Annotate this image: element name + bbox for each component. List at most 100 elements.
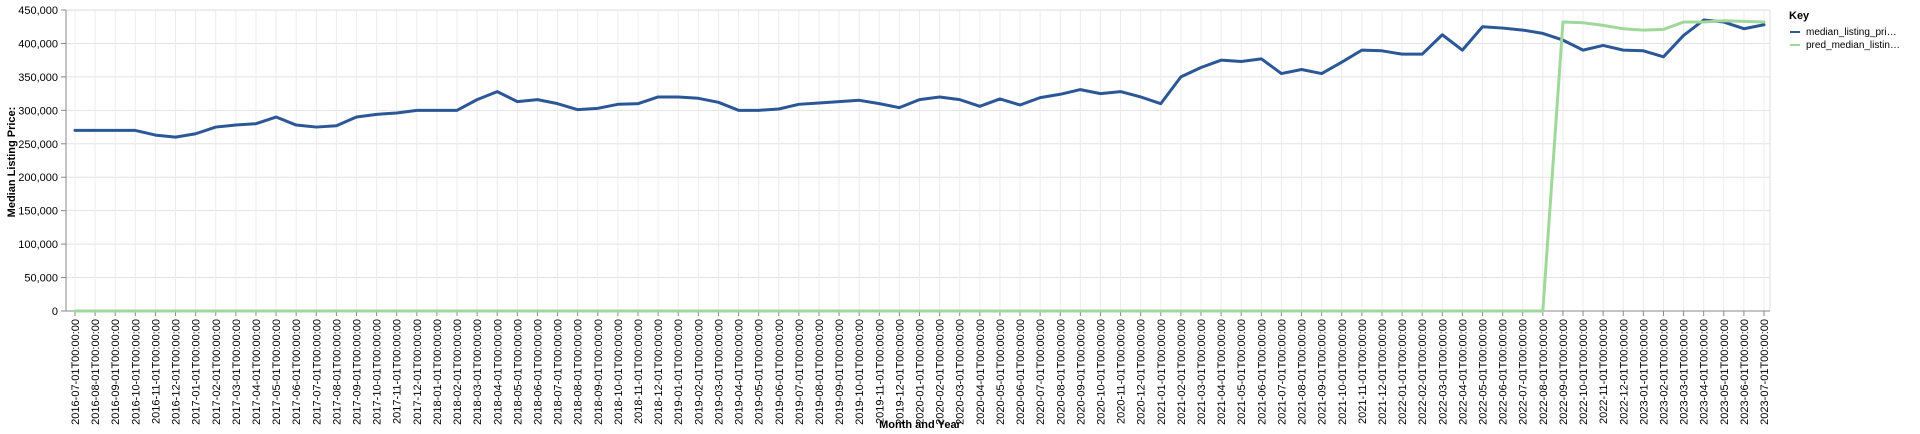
y-tick-label: 150,000 <box>18 206 58 218</box>
x-tick-label: 2022-04-01T00:00:00 <box>1457 319 1469 425</box>
x-tick-label: 2020-06-01T00:00:00 <box>1015 319 1027 425</box>
x-tick-label: 2020-12-01T00:00:00 <box>1136 319 1148 425</box>
x-tick-label: 2017-05-01T00:00:00 <box>271 319 283 425</box>
x-tick-label: 2019-03-01T00:00:00 <box>713 319 725 425</box>
x-tick-label: 2019-01-01T00:00:00 <box>673 319 685 425</box>
grid-lines <box>66 9 1771 312</box>
legend-label: median_listing_pri… <box>1806 27 1897 38</box>
x-tick-label: 2021-06-01T00:00:00 <box>1256 319 1268 425</box>
x-tick-label: 2016-07-01T00:00:00 <box>70 319 82 425</box>
x-tick-label: 2019-04-01T00:00:00 <box>734 319 746 425</box>
x-tick-label: 2020-10-01T00:00:00 <box>1095 319 1107 425</box>
x-tick-label: 2017-10-01T00:00:00 <box>372 319 384 425</box>
x-tick-label: 2018-11-01T00:00:00 <box>633 319 645 424</box>
x-tick-label: 2022-07-01T00:00:00 <box>1518 319 1530 425</box>
y-axis: 0 50,000 100,000 150,000 200,000 250,000 300,0… <box>18 5 67 318</box>
x-tick-label: 2023-02-01T00:00:00 <box>1658 319 1670 425</box>
x-tick-label: 2023-07-01T00:00:00 <box>1759 319 1771 425</box>
legend-title: Key <box>1789 10 1810 22</box>
x-tick-label: 2017-12-01T00:00:00 <box>412 319 424 425</box>
x-tick-label: 2019-09-01T00:00:00 <box>834 319 846 425</box>
x-tick-label: 2021-07-01T00:00:00 <box>1276 319 1288 425</box>
y-tick-label: 300,000 <box>18 105 58 117</box>
x-tick-label: 2023-03-01T00:00:00 <box>1679 319 1691 425</box>
x-tick-label: 2018-05-01T00:00:00 <box>512 319 524 425</box>
x-axis: 2016-07-01T00:00:00 2016-08-01T00:00:00 20… <box>66 310 1771 425</box>
x-tick-label: 2019-11-01T00:00:00 <box>874 319 886 424</box>
x-tick-label: 2017-02-01T00:00:00 <box>211 319 223 425</box>
x-tick-label: 2022-08-01T00:00:00 <box>1538 319 1550 425</box>
x-axis-title: Month and Year <box>879 419 961 431</box>
x-tick-label: 2022-09-01T00:00:00 <box>1558 319 1570 425</box>
x-tick-label: 2020-07-01T00:00:00 <box>1035 319 1047 425</box>
y-tick-label: 350,000 <box>18 72 58 84</box>
x-tick-label: 2022-05-01T00:00:00 <box>1478 319 1490 425</box>
x-tick-label: 2023-01-01T00:00:00 <box>1638 319 1650 425</box>
x-tick-label: 2021-12-01T00:00:00 <box>1377 319 1389 425</box>
x-tick-label: 2017-01-01T00:00:00 <box>191 319 203 425</box>
x-tick-label: 2021-05-01T00:00:00 <box>1236 319 1248 425</box>
x-tick-label: 2018-03-01T00:00:00 <box>472 319 484 425</box>
x-tick-label: 2021-11-01T00:00:00 <box>1357 319 1369 424</box>
series-line-1 <box>73 19 1766 313</box>
y-tick-label: 450,000 <box>18 5 58 17</box>
x-tick-label: 2023-06-01T00:00:00 <box>1739 319 1751 425</box>
x-tick-label: 2020-04-01T00:00:00 <box>975 319 987 425</box>
x-tick-label: 2020-02-01T00:00:00 <box>935 319 947 425</box>
x-tick-label: 2021-01-01T00:00:00 <box>1156 319 1168 425</box>
x-tick-label: 2022-02-01T00:00:00 <box>1417 319 1429 425</box>
x-tick-label: 2022-01-01T00:00:00 <box>1397 319 1409 425</box>
x-tick-label: 2022-03-01T00:00:00 <box>1437 319 1449 425</box>
y-tick-label: 200,000 <box>18 172 58 184</box>
x-tick-label: 2021-04-01T00:00:00 <box>1216 319 1228 425</box>
x-tick-label: 2019-02-01T00:00:00 <box>693 319 705 425</box>
y-tick-label: 250,000 <box>18 139 58 151</box>
x-tick-label: 2022-11-01T00:00:00 <box>1598 319 1610 424</box>
x-tick-label: 2018-07-01T00:00:00 <box>553 319 565 425</box>
x-tick-label: 2016-12-01T00:00:00 <box>171 319 183 425</box>
x-tick-label: 2018-08-01T00:00:00 <box>573 319 585 425</box>
x-tick-label: 2017-11-01T00:00:00 <box>392 319 404 424</box>
y-tick-label: 400,000 <box>18 38 58 50</box>
y-axis-title: Median Listing Price: <box>6 107 18 218</box>
x-tick-label: 2020-01-01T00:00:00 <box>915 319 927 425</box>
x-tick-label: 2020-05-01T00:00:00 <box>995 319 1007 425</box>
series-lines <box>73 18 1766 313</box>
x-tick-label: 2023-05-01T00:00:00 <box>1719 319 1731 425</box>
y-tick-label: 0 <box>52 306 58 318</box>
x-tick-label: 2017-08-01T00:00:00 <box>331 319 343 425</box>
x-tick-label: 2020-09-01T00:00:00 <box>1075 319 1087 425</box>
x-tick-label: 2018-06-01T00:00:00 <box>532 319 544 425</box>
x-tick-label: 2016-11-01T00:00:00 <box>150 319 162 424</box>
x-tick-label: 2016-08-01T00:00:00 <box>90 319 102 425</box>
x-tick-label: 2021-09-01T00:00:00 <box>1317 319 1329 425</box>
x-tick-label: 2021-02-01T00:00:00 <box>1176 319 1188 425</box>
x-tick-label: 2019-12-01T00:00:00 <box>894 319 906 425</box>
x-tick-label: 2017-04-01T00:00:00 <box>251 319 263 425</box>
x-tick-label: 2019-07-01T00:00:00 <box>794 319 806 425</box>
x-tick-label: 2017-09-01T00:00:00 <box>352 319 364 425</box>
x-tick-label: 2023-04-01T00:00:00 <box>1699 319 1711 425</box>
x-tick-label: 2019-08-01T00:00:00 <box>814 319 826 425</box>
x-tick-label: 2017-03-01T00:00:00 <box>231 319 243 425</box>
x-tick-label: 2021-03-01T00:00:00 <box>1196 319 1208 425</box>
x-tick-label: 2017-06-01T00:00:00 <box>291 319 303 425</box>
x-tick-label: 2022-12-01T00:00:00 <box>1618 319 1630 425</box>
x-tick-label: 2018-09-01T00:00:00 <box>593 319 605 425</box>
x-tick-label: 2022-06-01T00:00:00 <box>1498 319 1510 425</box>
x-tick-label: 2022-10-01T00:00:00 <box>1578 319 1590 425</box>
x-tick-label: 2018-04-01T00:00:00 <box>492 319 504 425</box>
x-tick-label: 2018-10-01T00:00:00 <box>613 319 625 425</box>
x-tick-label: 2019-10-01T00:00:00 <box>854 319 866 425</box>
x-tick-label: 2020-08-01T00:00:00 <box>1055 319 1067 425</box>
x-tick-label: 2019-06-01T00:00:00 <box>774 319 786 425</box>
x-tick-label: 2016-10-01T00:00:00 <box>130 319 142 425</box>
y-tick-label: 50,000 <box>24 273 58 285</box>
x-tick-label: 2019-05-01T00:00:00 <box>754 319 766 425</box>
y-tick-label: 100,000 <box>18 239 58 251</box>
legend: Key median_listing_pri… pred_median_listi… <box>1789 10 1900 51</box>
x-tick-label: 2018-01-01T00:00:00 <box>432 319 444 425</box>
series-line-0 <box>73 18 1766 139</box>
x-tick-label: 2017-07-01T00:00:00 <box>311 319 323 425</box>
